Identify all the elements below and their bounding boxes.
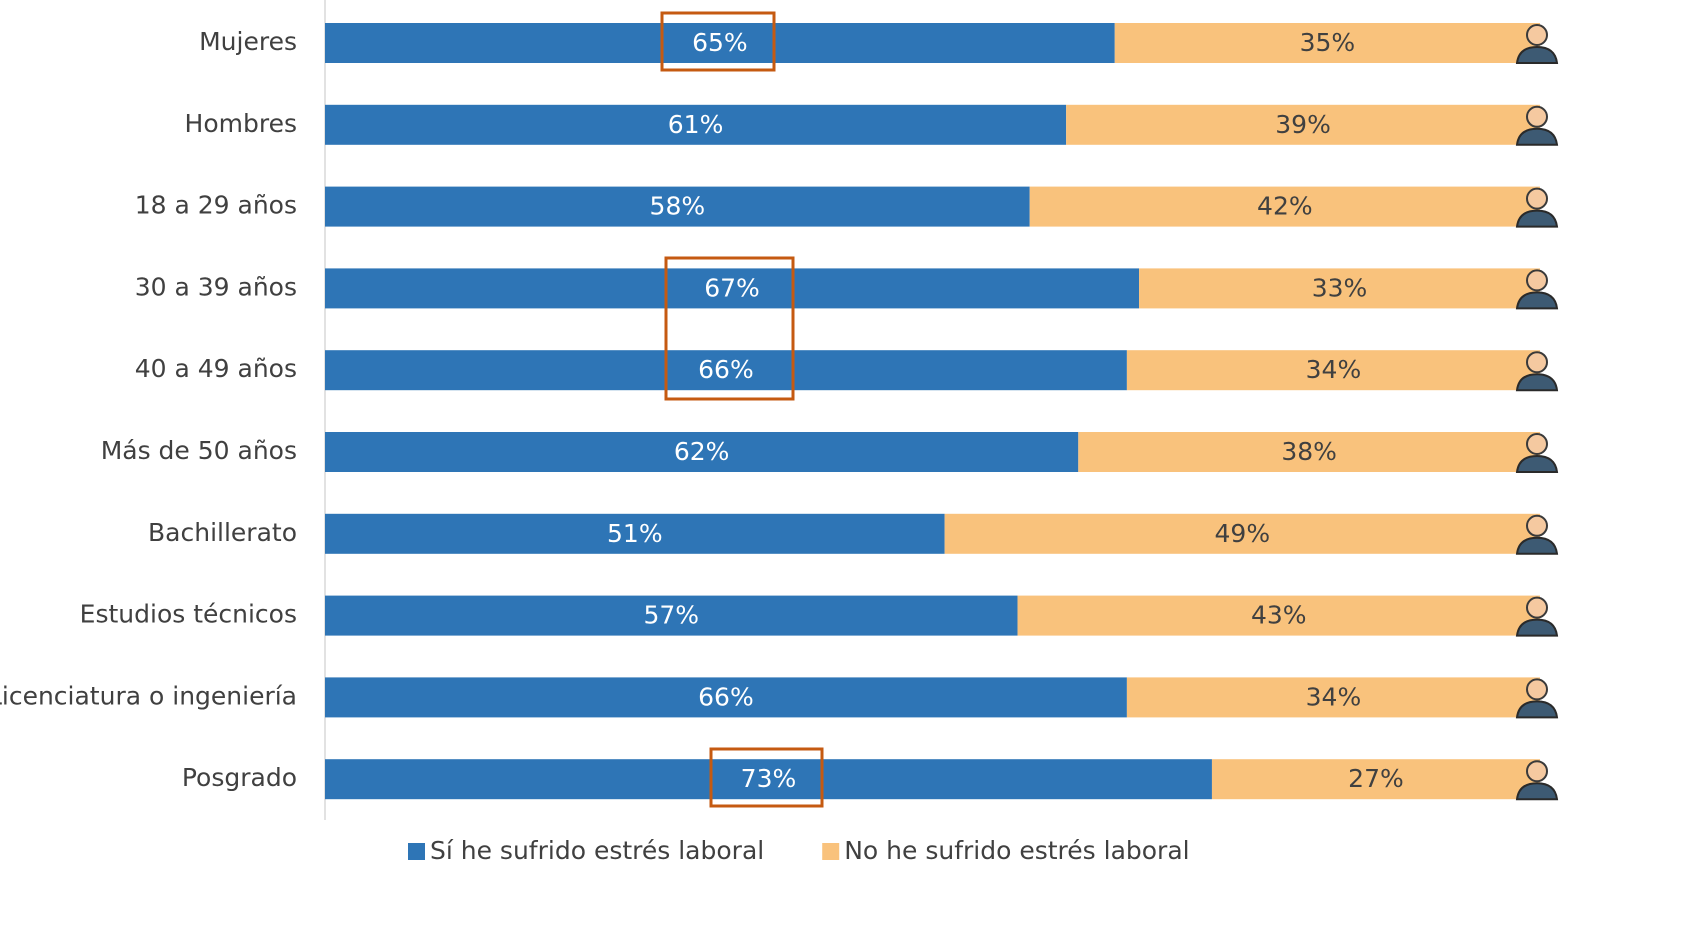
highlight-box bbox=[664, 256, 795, 401]
icon bbox=[1526, 433, 1548, 455]
bar-segment bbox=[325, 23, 1115, 63]
y-tick-label: Más de 50 años bbox=[101, 436, 297, 465]
data-label: 35% bbox=[1300, 28, 1356, 57]
bar-segment bbox=[325, 677, 1127, 718]
y-tick-label: Posgrado bbox=[182, 763, 297, 792]
highlights bbox=[660, 11, 824, 808]
y-tick-label: Hombres bbox=[185, 109, 297, 138]
data-label: 27% bbox=[1348, 764, 1404, 793]
data-label: 66% bbox=[698, 682, 754, 711]
data-label: 73% bbox=[741, 764, 797, 793]
bar-segment bbox=[1029, 186, 1540, 227]
legend-swatch bbox=[408, 843, 425, 860]
icon bbox=[1526, 187, 1548, 210]
bar-segment bbox=[1126, 350, 1540, 391]
data-label: 58% bbox=[650, 192, 706, 221]
icon bbox=[1526, 351, 1548, 374]
icon bbox=[1515, 454, 1559, 473]
icon bbox=[1526, 760, 1548, 783]
data-label: 49% bbox=[1215, 519, 1271, 548]
icon bbox=[1515, 127, 1559, 146]
highlight-box bbox=[660, 11, 776, 72]
y-tick-label: Licenciatura o ingeniería bbox=[0, 681, 297, 710]
data-label: 51% bbox=[607, 519, 663, 548]
data-label: 67% bbox=[704, 273, 760, 302]
legend-swatch bbox=[822, 843, 840, 860]
bar-segment bbox=[1017, 595, 1540, 636]
legend-label: No he sufrido estrés laboral bbox=[844, 836, 1189, 865]
icon bbox=[1515, 618, 1559, 637]
icon bbox=[1515, 45, 1559, 64]
icon bbox=[1515, 209, 1559, 228]
bar-segment bbox=[325, 268, 1140, 309]
bar-segment bbox=[1126, 677, 1540, 718]
icon bbox=[1526, 514, 1548, 537]
highlight-box bbox=[709, 747, 824, 808]
icon bbox=[1526, 596, 1548, 619]
data-label: 65% bbox=[692, 28, 748, 57]
data-label: 34% bbox=[1306, 355, 1362, 384]
icon bbox=[1526, 269, 1548, 292]
bar-segment bbox=[1139, 268, 1540, 309]
bar-segment bbox=[325, 104, 1067, 145]
bar-segment bbox=[1066, 104, 1540, 145]
data-label: 61% bbox=[668, 110, 724, 139]
icon bbox=[1515, 782, 1559, 801]
data-label: 62% bbox=[674, 437, 730, 466]
data-label: 33% bbox=[1312, 273, 1368, 302]
y-tick-label: Mujeres bbox=[199, 27, 297, 56]
bar-segment bbox=[944, 513, 1540, 554]
icon bbox=[1526, 105, 1548, 128]
bar-segment bbox=[325, 350, 1127, 391]
data-label: 39% bbox=[1275, 110, 1331, 139]
y-tick-label: 40 a 49 años bbox=[135, 354, 297, 383]
icon bbox=[1526, 24, 1548, 46]
plot: Mujeres 65% 35% Hombres 61% 39% 18 a 29 años 58… bbox=[0, 23, 1559, 801]
bar-segment bbox=[1114, 23, 1540, 63]
y-tick-label: 18 a 29 años bbox=[135, 191, 297, 220]
bar-segment bbox=[325, 432, 1079, 472]
bar-segment bbox=[1078, 432, 1540, 472]
data-label: 66% bbox=[698, 355, 754, 384]
icon bbox=[1515, 700, 1559, 719]
bar-segment bbox=[325, 186, 1030, 227]
data-label: 42% bbox=[1257, 192, 1313, 221]
data-label: 43% bbox=[1251, 601, 1307, 630]
y-tick-label: 30 a 39 años bbox=[135, 272, 297, 301]
bar-segment bbox=[1211, 759, 1540, 800]
legend-label: Sí he sufrido estrés laboral bbox=[430, 836, 764, 865]
data-label: 38% bbox=[1281, 437, 1337, 466]
y-tick-label: Estudios técnicos bbox=[80, 600, 297, 629]
bar-segment bbox=[325, 595, 1018, 636]
icon bbox=[1515, 373, 1559, 392]
icon bbox=[1515, 536, 1559, 555]
icon bbox=[1515, 291, 1559, 310]
data-label: 34% bbox=[1306, 682, 1362, 711]
bar-segment bbox=[325, 759, 1212, 800]
data-label: 57% bbox=[643, 601, 699, 630]
bar-segment bbox=[325, 513, 945, 554]
icon bbox=[1526, 678, 1548, 701]
y-tick-label: Bachillerato bbox=[148, 518, 297, 547]
